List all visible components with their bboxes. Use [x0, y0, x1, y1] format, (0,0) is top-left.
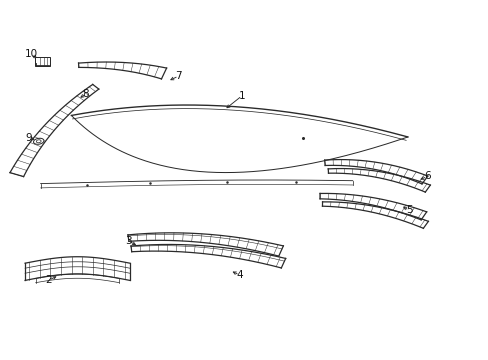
- Polygon shape: [25, 257, 130, 280]
- Ellipse shape: [36, 140, 41, 143]
- Polygon shape: [322, 202, 427, 228]
- Text: 10: 10: [24, 49, 38, 59]
- Text: 1: 1: [238, 91, 245, 101]
- Text: 7: 7: [175, 71, 182, 81]
- Text: 6: 6: [423, 171, 430, 181]
- Text: 2: 2: [45, 275, 52, 285]
- Text: 3: 3: [125, 236, 131, 246]
- Polygon shape: [320, 193, 426, 220]
- Polygon shape: [327, 168, 429, 192]
- Text: 8: 8: [82, 89, 89, 99]
- Ellipse shape: [34, 138, 44, 144]
- Polygon shape: [131, 244, 285, 268]
- Polygon shape: [41, 180, 352, 188]
- Text: 9: 9: [25, 133, 32, 143]
- Text: 5: 5: [405, 206, 412, 216]
- Polygon shape: [128, 233, 283, 256]
- Text: 4: 4: [236, 270, 243, 280]
- FancyBboxPatch shape: [35, 57, 50, 66]
- Polygon shape: [10, 85, 99, 177]
- Polygon shape: [324, 159, 427, 184]
- Polygon shape: [79, 62, 166, 79]
